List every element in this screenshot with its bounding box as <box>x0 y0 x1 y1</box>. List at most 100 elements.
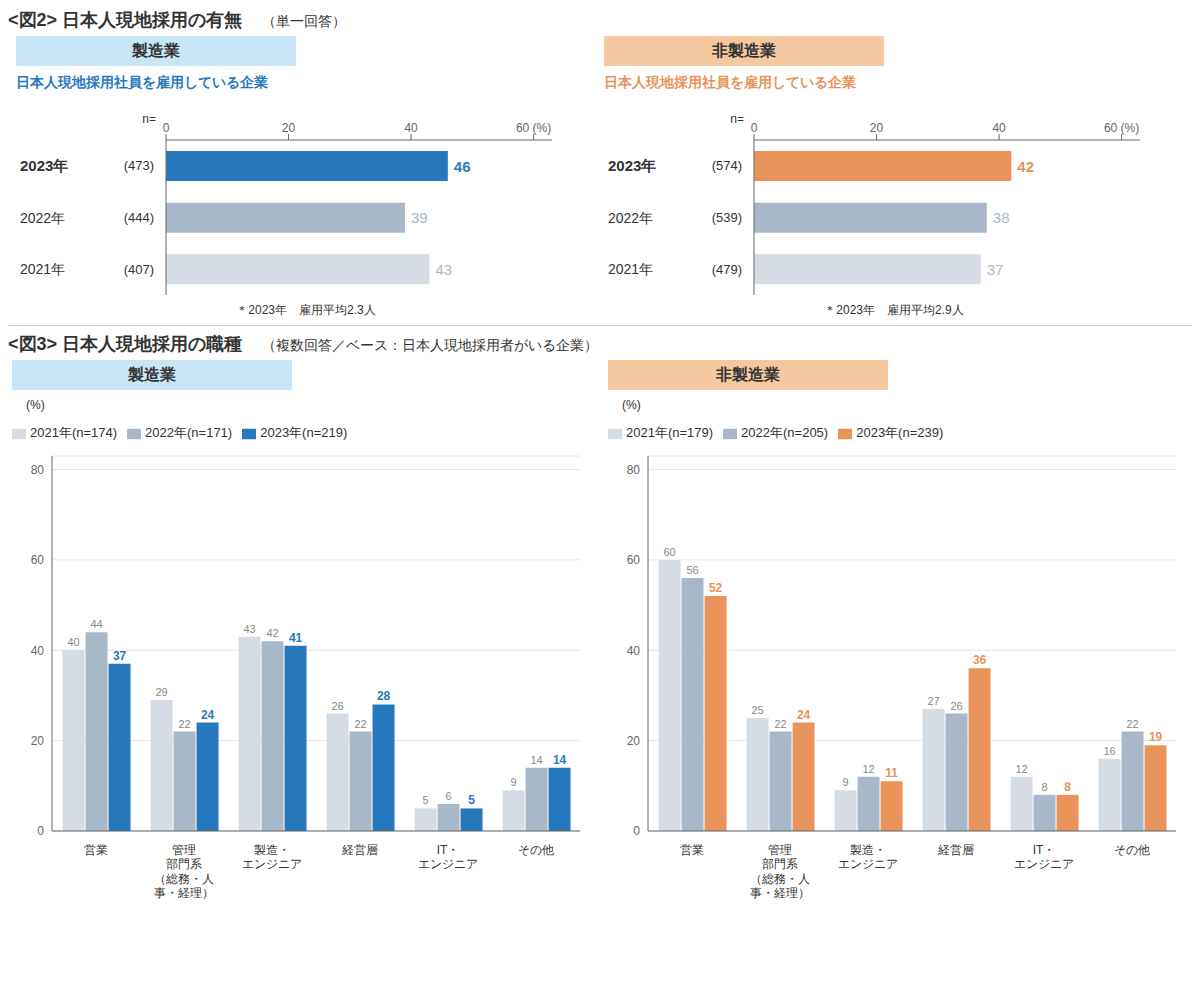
svg-text:製造・エンジニア: 製造・エンジニア <box>242 843 302 871</box>
svg-text:60 (%): 60 (%) <box>516 121 551 135</box>
html-text:2023年(n=219): 2023年(n=219) <box>260 425 348 440</box>
svg-text:56: 56 <box>686 564 698 576</box>
svg-text:20: 20 <box>870 121 884 135</box>
svg-text:(574): (574) <box>712 158 742 173</box>
svg-text:24: 24 <box>797 708 811 722</box>
svg-text:2023年: 2023年 <box>20 157 68 174</box>
svg-text:8: 8 <box>1064 780 1071 794</box>
html-text:2021年(n=174): 2021年(n=174) <box>30 425 118 440</box>
svg-text:14: 14 <box>553 753 567 767</box>
svg-text:28: 28 <box>377 689 391 703</box>
svg-text:40: 40 <box>404 121 418 135</box>
html-text:（複数回答／ベース：日本人現地採用者がいる企業）: （複数回答／ベース：日本人現地採用者がいる企業） <box>262 337 598 353</box>
svg-text:0: 0 <box>751 121 758 135</box>
html-text:<図2> 日本人現地採用の有無: <図2> 日本人現地採用の有無 <box>8 10 242 30</box>
html-text:日本人現地採用社員を雇用している企業: 日本人現地採用社員を雇用している企業 <box>16 74 268 90</box>
svg-text:80: 80 <box>627 463 641 477</box>
html-text:非製造業: 非製造業 <box>716 365 780 383</box>
html-text:2021年(n=179): 2021年(n=179) <box>626 425 714 440</box>
html-text:非製造業: 非製造業 <box>712 41 776 59</box>
html-text:2023年(n=239): 2023年(n=239) <box>856 425 944 440</box>
svg-text:12: 12 <box>1015 763 1027 775</box>
html-text:製造業: 製造業 <box>132 41 180 59</box>
svg-text:22: 22 <box>178 718 190 730</box>
svg-text:20: 20 <box>31 734 45 748</box>
svg-text:(539): (539) <box>712 210 742 225</box>
svg-text:43: 43 <box>435 261 452 278</box>
svg-text:27: 27 <box>927 695 939 707</box>
svg-text:29: 29 <box>155 686 167 698</box>
svg-text:管理部門系（総務・人事・経理）: 管理部門系（総務・人事・経理） <box>154 843 214 900</box>
svg-text:営業: 営業 <box>84 843 108 857</box>
svg-text:60: 60 <box>627 553 641 567</box>
svg-text:2021年: 2021年 <box>608 261 653 277</box>
svg-text:52: 52 <box>709 581 723 595</box>
svg-text:(444): (444) <box>124 210 154 225</box>
html-text:<図3> 日本人現地採用の職種: <図3> 日本人現地採用の職種 <box>8 334 242 354</box>
svg-text:42: 42 <box>266 627 278 639</box>
svg-text:37: 37 <box>987 261 1004 278</box>
html-text:日本人現地採用社員を雇用している企業: 日本人現地採用社員を雇用している企業 <box>604 74 856 90</box>
svg-text:26: 26 <box>331 700 343 712</box>
svg-text:6: 6 <box>445 790 451 802</box>
svg-text:16: 16 <box>1103 745 1115 757</box>
svg-text:2022年: 2022年 <box>20 210 65 226</box>
svg-text:管理部門系（総務・人事・経理）: 管理部門系（総務・人事・経理） <box>750 843 810 900</box>
svg-text:14: 14 <box>530 754 542 766</box>
svg-text:その他: その他 <box>1114 843 1150 857</box>
svg-text:8: 8 <box>1041 781 1047 793</box>
svg-text:営業: 営業 <box>680 843 704 857</box>
svg-text:5: 5 <box>422 794 428 806</box>
svg-text:9: 9 <box>842 776 848 788</box>
svg-text:43: 43 <box>243 623 255 635</box>
svg-text:2021年: 2021年 <box>20 261 65 277</box>
svg-text:80: 80 <box>31 463 45 477</box>
svg-text:11: 11 <box>885 766 898 780</box>
svg-text:22: 22 <box>354 718 366 730</box>
svg-text:(473): (473) <box>124 158 154 173</box>
html-text:2022年(n=205): 2022年(n=205) <box>741 425 829 440</box>
svg-text:36: 36 <box>973 653 987 667</box>
svg-text:40: 40 <box>627 644 641 658</box>
svg-text:(407): (407) <box>124 262 154 277</box>
svg-text:経営層: 経営層 <box>341 843 378 857</box>
html-text:製造業: 製造業 <box>128 365 176 383</box>
svg-text:60: 60 <box>31 553 45 567</box>
svg-text:12: 12 <box>862 763 874 775</box>
svg-text:40: 40 <box>31 644 45 658</box>
svg-text:40: 40 <box>67 636 79 648</box>
svg-text:経営層: 経営層 <box>937 843 974 857</box>
svg-text:19: 19 <box>1149 730 1163 744</box>
svg-text:24: 24 <box>201 708 215 722</box>
html-text:（単一回答）: （単一回答） <box>262 13 346 29</box>
svg-text:46: 46 <box>454 158 471 175</box>
svg-text:IT・エンジニア: IT・エンジニア <box>418 843 478 871</box>
svg-text:26: 26 <box>950 700 962 712</box>
svg-text:0: 0 <box>37 824 44 838</box>
svg-text:製造・エンジニア: 製造・エンジニア <box>838 843 898 871</box>
svg-text:20: 20 <box>627 734 641 748</box>
svg-text:22: 22 <box>1126 718 1138 730</box>
svg-text:38: 38 <box>993 209 1010 226</box>
html-text:2022年(n=171): 2022年(n=171) <box>145 425 233 440</box>
svg-text:2023年: 2023年 <box>608 157 656 174</box>
svg-text:IT・エンジニア: IT・エンジニア <box>1014 843 1074 871</box>
svg-text:60 (%): 60 (%) <box>1104 121 1139 135</box>
svg-text:2022年: 2022年 <box>608 210 653 226</box>
svg-text:40: 40 <box>992 121 1006 135</box>
svg-text:22: 22 <box>774 718 786 730</box>
svg-text:0: 0 <box>163 121 170 135</box>
svg-text:9: 9 <box>510 776 516 788</box>
svg-text:0: 0 <box>633 824 640 838</box>
svg-text:39: 39 <box>411 209 428 226</box>
svg-text:20: 20 <box>282 121 296 135</box>
svg-text:5: 5 <box>468 793 475 807</box>
svg-text:60: 60 <box>663 546 675 558</box>
svg-text:37: 37 <box>113 649 127 663</box>
svg-text:25: 25 <box>751 704 763 716</box>
svg-text:41: 41 <box>289 631 303 645</box>
svg-text:42: 42 <box>1017 158 1034 175</box>
svg-text:44: 44 <box>90 618 102 630</box>
svg-text:(479): (479) <box>712 262 742 277</box>
svg-text:その他: その他 <box>518 843 554 857</box>
